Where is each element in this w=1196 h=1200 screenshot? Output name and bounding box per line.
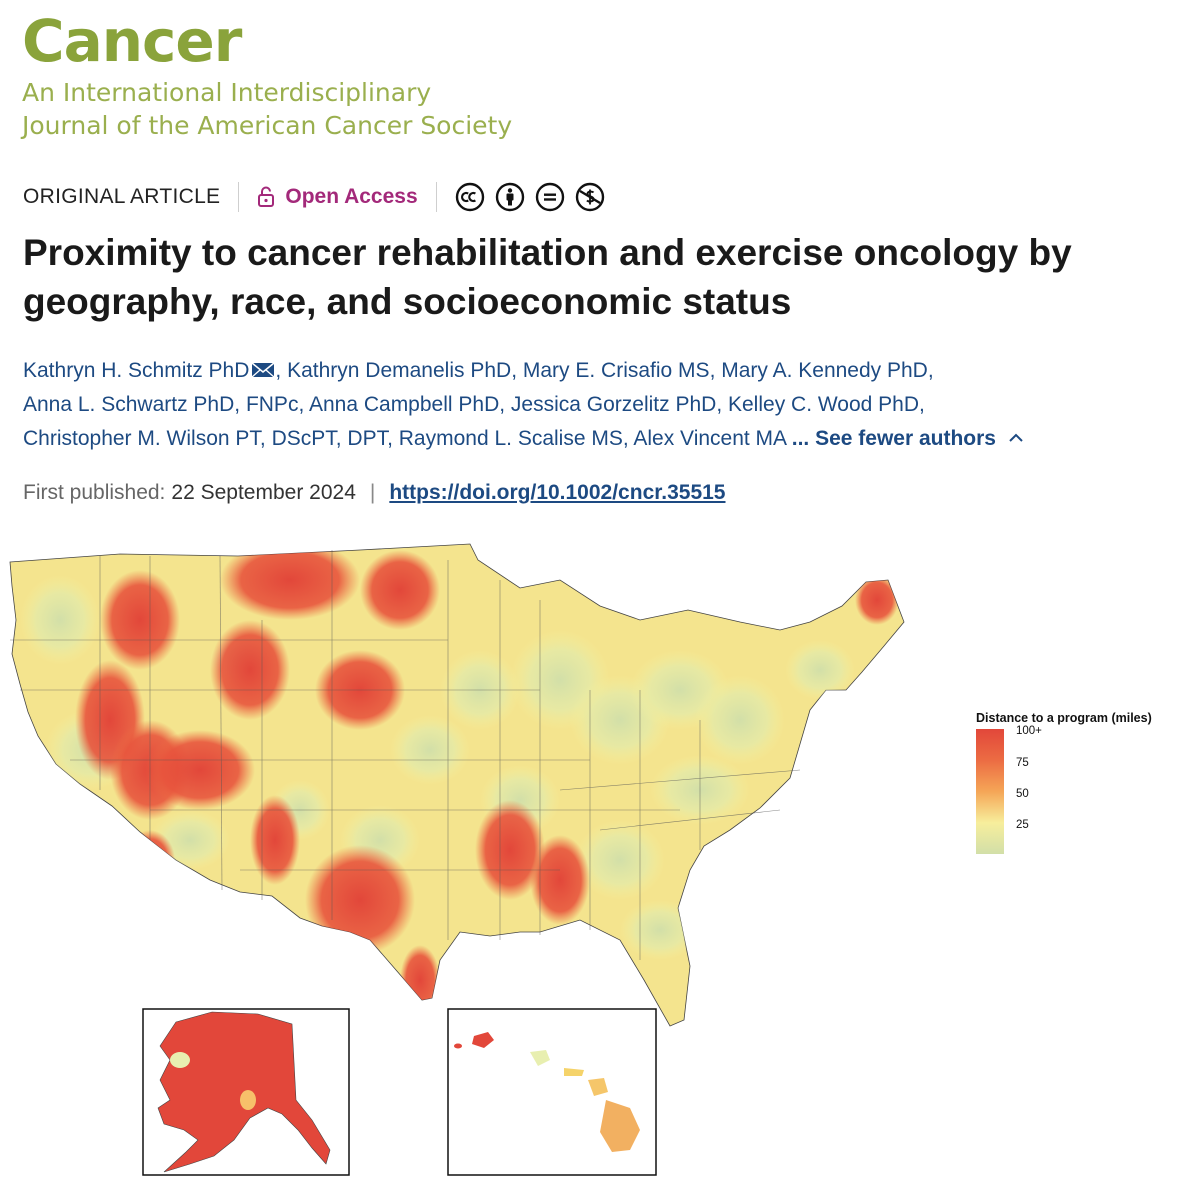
distance-legend: Distance to a program (miles) 100+ 75 50…	[976, 711, 1152, 859]
author-link[interactable]: Mary A. Kennedy PhD	[721, 359, 928, 382]
open-access-label: Open Access	[285, 185, 418, 208]
author-link[interactable]: Anna L. Schwartz PhD, FNPc	[23, 393, 299, 416]
author-link[interactable]: Mary E. Crisafio MS	[522, 359, 710, 382]
see-fewer-authors-button[interactable]: ... See fewer authors	[792, 427, 1024, 450]
legend-tick: 50	[1016, 788, 1029, 800]
journal-name: Cancer	[22, 7, 242, 75]
non-commercial-icon	[575, 182, 604, 212]
author-link[interactable]: Kathryn H. Schmitz PhD	[23, 359, 250, 382]
author-link[interactable]: Christopher M. Wilson PT, DScPT, DPT	[23, 427, 388, 450]
meta-divider	[435, 182, 437, 212]
see-fewer-authors-label: ... See fewer authors	[791, 427, 996, 450]
legend-title: Distance to a program (miles)	[976, 711, 1152, 725]
article-type-label: ORIGINAL ARTICLE	[23, 185, 221, 208]
first-published-label: First published:	[23, 481, 166, 504]
legend-tick: 75	[1016, 757, 1029, 769]
journal-subtitle-line2: Journal of the American Cancer Society	[22, 111, 513, 140]
proximity-map	[9, 543, 905, 1176]
publication-info: First published: 22 September 2024 | htt…	[23, 481, 726, 505]
open-lock-icon	[258, 186, 275, 207]
state-borders	[10, 550, 801, 960]
cc-icon	[455, 182, 484, 212]
legend-tick: 100+	[1016, 725, 1042, 737]
meta-divider	[238, 182, 240, 212]
license-icons[interactable]	[455, 182, 605, 212]
legend-body: 100+ 75 50 25	[976, 725, 1152, 859]
author-link[interactable]: Anna Campbell PhD	[308, 393, 500, 416]
hawaii-big-island	[600, 1100, 640, 1152]
publication-date: 22 September 2024	[171, 481, 356, 504]
alaska-inset	[142, 1008, 350, 1176]
journal-brand[interactable]: Cancer An International Interdisciplinar…	[22, 6, 512, 142]
author-link[interactable]: Alex Vincent MA	[633, 427, 786, 450]
attribution-icon	[495, 182, 524, 212]
envelope-icon[interactable]	[251, 361, 275, 379]
doi-link[interactable]: https://doi.org/10.1002/cncr.35515	[389, 481, 726, 504]
pub-divider: |	[369, 481, 376, 504]
hawaii-kauai	[472, 1032, 494, 1048]
legend-tick: 25	[1016, 819, 1029, 831]
author-link[interactable]: Kelley C. Wood PhD	[728, 393, 920, 416]
hawaii-oahu	[530, 1050, 550, 1066]
article-title: Proximity to cancer rehabilitation and e…	[23, 232, 1072, 322]
open-access-badge[interactable]: Open Access	[257, 185, 418, 209]
journal-subtitle-line1: An International Interdisciplinary	[22, 78, 432, 107]
hawaii-maui	[588, 1078, 608, 1096]
author-list: Kathryn H. Schmitz PhD, Kathryn Demaneli…	[23, 354, 1173, 456]
chevron-up-icon	[1008, 433, 1023, 442]
no-derivatives-icon	[535, 182, 564, 212]
hawaii-inset	[447, 1008, 657, 1176]
author-link[interactable]: Jessica Gorzelitz PhD	[510, 393, 717, 416]
author-link[interactable]: Kathryn Demanelis PhD	[287, 359, 512, 382]
hawaii-molokai	[564, 1068, 584, 1076]
author-link[interactable]: Raymond L. Scalise MS	[398, 427, 623, 450]
legend-colorbar	[976, 729, 1004, 854]
article-meta-row: ORIGINAL ARTICLE Open Access	[23, 180, 605, 214]
